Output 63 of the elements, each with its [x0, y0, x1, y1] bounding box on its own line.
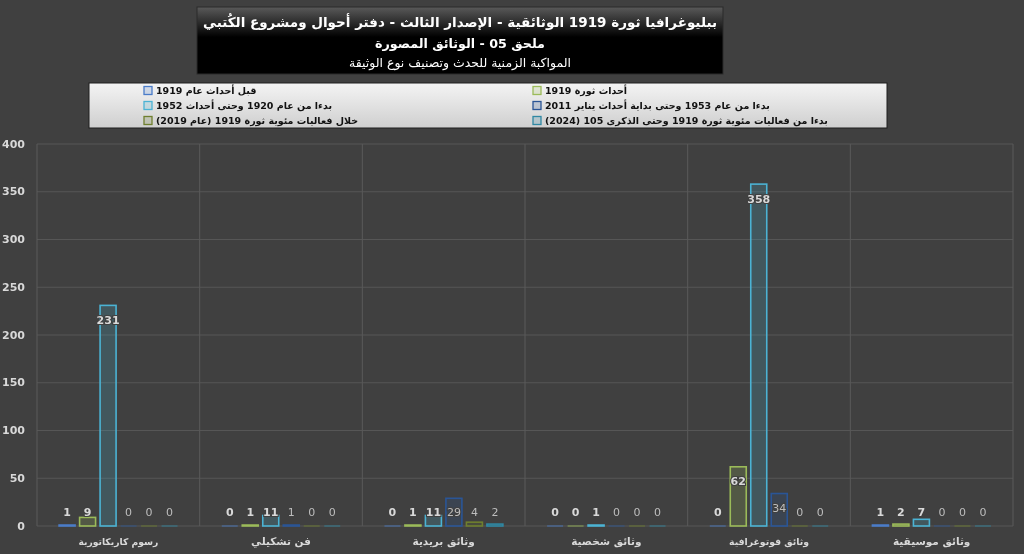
x-tick-label: فن تشكيلي: [251, 535, 312, 548]
data-label: 0: [225, 505, 234, 519]
bar: [912, 518, 931, 527]
data-label: 9: [83, 505, 92, 519]
data-label: 0: [654, 505, 662, 519]
x-tick-label: وثائق موسيقية: [892, 535, 971, 548]
legend-label: خلال فعاليات مئوية ثورة 1919 (عام 2019): [156, 115, 359, 127]
y-tick-label: 350: [2, 185, 26, 199]
data-label: 1: [63, 505, 71, 519]
data-label: 11: [425, 505, 442, 519]
data-label: 1: [876, 505, 885, 519]
data-label: 0: [551, 505, 560, 519]
y-tick-label: 400: [2, 137, 26, 151]
legend-label: بدءا من فعاليات مئوية ثورة 1919 وحتى الذكرى 105 (2024): [545, 115, 828, 127]
data-label: 7: [917, 505, 926, 519]
bar: [78, 516, 97, 527]
bar: [99, 304, 117, 527]
data-label: 0: [145, 505, 153, 519]
x-tick-label: وثائق بريدية: [412, 535, 475, 548]
y-tick-label: 150: [2, 376, 26, 390]
x-tick-label: رسوم كاريكاتورية: [78, 535, 159, 548]
data-label: 1: [592, 505, 600, 519]
data-label: 62: [730, 475, 746, 489]
data-label: 0: [125, 505, 133, 519]
legend-label: بدءا من عام 1953 وحتى بداية أحداث يناير 2011: [545, 99, 770, 112]
legend-label: بدءا من عام 1920 وحتى أحداث 1952: [156, 99, 333, 112]
data-label: 0: [713, 505, 722, 519]
data-label: 2: [897, 505, 905, 519]
data-label: 0: [938, 505, 946, 519]
bar: [749, 183, 768, 527]
data-label: 1: [287, 505, 295, 519]
y-tick-label: 300: [2, 233, 26, 246]
data-label: 29: [446, 505, 461, 519]
y-tick-label: 250: [2, 280, 26, 294]
legend-label: قبل أحداث عام 1919: [156, 84, 257, 96]
chart-subtitle: ملحق 05 - الوثائق المصورة: [375, 35, 545, 51]
y-tick-label: 50: [9, 471, 26, 485]
data-label: 0: [816, 505, 824, 519]
y-tick-label: 0: [17, 519, 26, 533]
data-label: 1: [246, 505, 255, 519]
data-label: 34: [772, 502, 787, 516]
legend-label: أحداث ثورة 1919: [545, 84, 628, 97]
y-tick-label: 100: [2, 424, 26, 437]
data-label: 0: [388, 505, 397, 519]
chart-title: ببليوغرافيا ثورة 1919 الوثائقية - الإصدار الثالث - دفتر أحوال ومشروع الكُتبي: [202, 12, 718, 30]
data-label: 0: [613, 505, 621, 519]
data-label: 0: [166, 505, 174, 519]
title-block: ببليوغرافيا ثورة 1919 الوثائقية - الإصدار الثالث - دفتر أحوال ومشروع الكُتبي ملحق 05 - الوثائق المصورة المواكبة الزمنية للحدث وتصنيف نوع الوثيقة: [196, 6, 724, 75]
data-label: 11: [263, 505, 279, 519]
data-label: 0: [796, 505, 804, 519]
x-tick-label: وثائق فوتوغرافية: [729, 535, 810, 548]
data-label: 0: [308, 505, 316, 519]
data-label: 0: [958, 505, 966, 519]
y-tick-label: 200: [2, 328, 26, 342]
data-label: 0: [571, 505, 580, 519]
data-label: 1: [409, 505, 417, 519]
data-label: 4: [470, 505, 478, 519]
data-label: 0: [328, 505, 336, 519]
bar: [465, 521, 484, 527]
data-label: 0: [633, 505, 641, 519]
data-label: 2: [491, 505, 499, 519]
x-tick-label: وثائق شخصية: [571, 535, 642, 548]
data-label: 0: [979, 505, 987, 519]
